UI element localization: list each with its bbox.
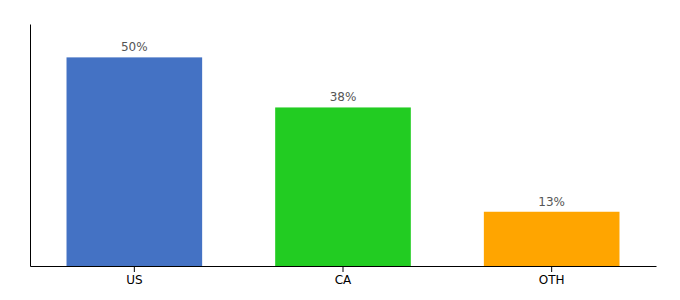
data-label: 13% [538, 195, 565, 209]
y-axis-line [30, 25, 31, 267]
x-tick-mark [134, 266, 135, 272]
x-tick-label: US [126, 273, 142, 287]
bars [67, 57, 620, 266]
x-tick-mark [343, 266, 344, 272]
x-tick-mark [551, 266, 552, 272]
x-axis: US CA OTH [31, 266, 657, 287]
x-tick-label: CA [335, 273, 352, 287]
data-label: 50% [121, 40, 148, 54]
bar [275, 107, 411, 266]
x-tick: OTH [539, 266, 565, 287]
data-labels: 50% 38% 13% [121, 40, 565, 208]
x-tick: US [126, 266, 142, 287]
x-tick: CA [335, 266, 352, 287]
plot: US CA OTH 50% 38% 13% [31, 25, 657, 287]
data-label: 38% [330, 90, 357, 104]
y-axis [30, 25, 31, 267]
chart-svg: US CA OTH 50% 38% 13% [0, 0, 680, 300]
x-tick-label: OTH [539, 273, 565, 287]
chart-container: US CA OTH 50% 38% 13% [0, 0, 680, 300]
bar [484, 212, 620, 266]
bar [67, 57, 203, 266]
